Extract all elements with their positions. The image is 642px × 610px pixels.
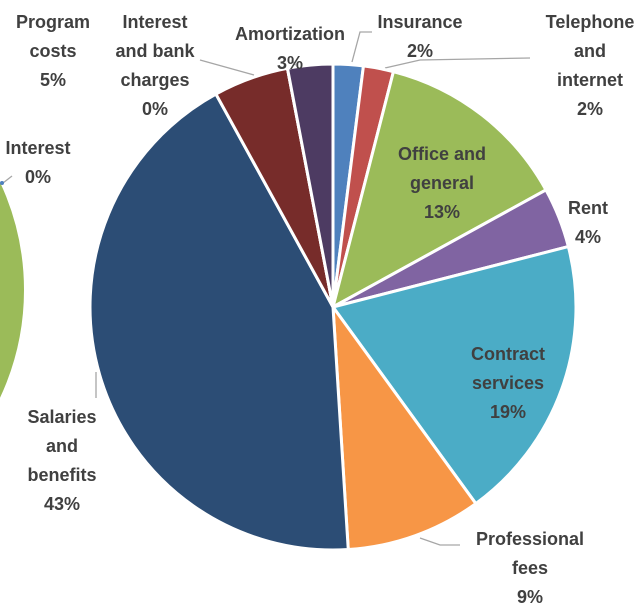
- slice: [88, 92, 350, 552]
- slice: [0, 181, 4, 185]
- partial-pie: [0, 177, 26, 403]
- slice-label: Telephone and internet 2%: [540, 8, 640, 124]
- slice: [330, 244, 578, 506]
- slice: [331, 301, 478, 552]
- label-text: 9%: [516, 587, 543, 607]
- slice: [285, 62, 335, 308]
- label-text: 3%: [276, 53, 303, 73]
- label-text: Contract services: [470, 344, 545, 393]
- slice-label: Contract services 19%: [453, 340, 563, 427]
- label-text: Salaries and benefits: [27, 407, 97, 485]
- slice-label: Salaries and benefits 43%: [17, 403, 107, 519]
- label-text: Telephone and internet: [545, 12, 635, 90]
- leader-line: [419, 537, 460, 546]
- leader-line: [199, 59, 255, 76]
- slice-label: Office and general 13%: [387, 140, 497, 227]
- slice-label: Interest 0%: [0, 134, 83, 192]
- slice: [330, 69, 548, 310]
- label-text: Amortization: [235, 24, 345, 44]
- label-text: 0%: [24, 167, 51, 187]
- leader-line: [351, 31, 372, 63]
- label-text: 43%: [43, 494, 81, 514]
- slice-label: Professional fees 9%: [460, 525, 600, 610]
- label-text: Rent: [568, 198, 608, 218]
- label-text: Office and general: [397, 144, 486, 193]
- label-text: 4%: [574, 227, 601, 247]
- slice-label: Rent 4%: [558, 194, 618, 252]
- leader-lines: [2, 31, 531, 546]
- leader-line: [291, 59, 297, 67]
- label-text: 0%: [141, 99, 168, 119]
- slice-label: Amortization 3%: [220, 20, 360, 78]
- leader-line: [384, 57, 531, 69]
- label-text: 19%: [489, 402, 527, 422]
- label-text: 2%: [406, 41, 433, 61]
- label-text: 13%: [423, 202, 461, 222]
- leader-line: [2, 175, 13, 184]
- slice-label: Interest and bank charges 0%: [110, 8, 200, 124]
- label-text: Professional fees: [475, 529, 585, 578]
- slice-label: Program costs 5%: [8, 8, 98, 95]
- label-text: Insurance: [377, 12, 463, 32]
- label-text: Interest: [5, 138, 71, 158]
- label-text: 5%: [39, 70, 66, 90]
- label-text: 2%: [576, 99, 603, 119]
- slices: [0, 62, 578, 552]
- label-text: Program costs: [15, 12, 91, 61]
- slice-label: Insurance 2%: [365, 8, 475, 66]
- label-text: Interest and bank charges: [115, 12, 195, 90]
